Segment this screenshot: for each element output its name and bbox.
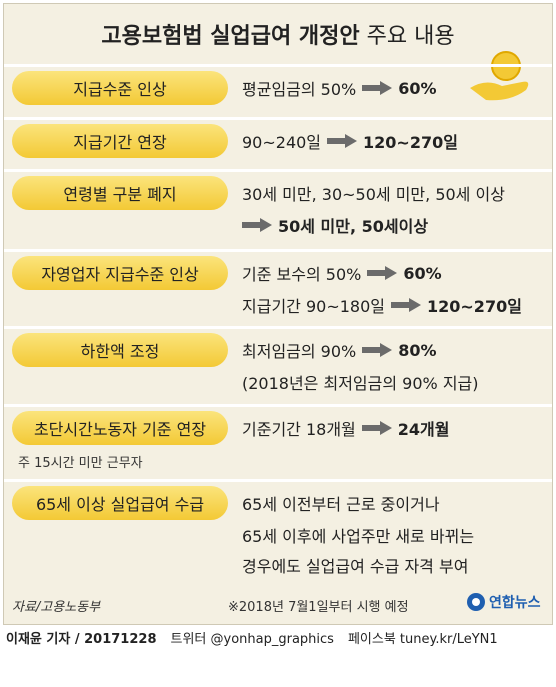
line-after: 60% <box>403 263 442 283</box>
line-text: 65세 이후에 사업주만 새로 바뀌는 <box>242 527 475 546</box>
arrow <box>367 266 398 280</box>
row-line: 기준기간 18개월 24개월 <box>242 416 449 440</box>
row-band <box>4 117 552 172</box>
line-after: 50세 미만, 50세이상 <box>278 217 429 236</box>
line-text: 65세 이전부터 근로 중이거나 <box>242 495 440 514</box>
row-note: 주 15시간 미만 근무자 <box>18 456 143 471</box>
row-label: 연령별 구분 폐지 <box>12 176 228 210</box>
footer: 이재윤 기자 / 20171228 트위터 @yonhap_graphics 페… <box>6 628 498 647</box>
row-band <box>4 326 552 407</box>
row-band <box>4 249 552 329</box>
arrow <box>391 298 421 312</box>
arrow <box>242 218 272 232</box>
row-band <box>4 64 552 120</box>
row-line: (2018년은 최저임금의 90% 지급) <box>242 370 479 394</box>
row-label: 자영업자 지급수준 인상 <box>12 256 228 290</box>
line-text: 경우에도 실업급여 수급 자격 부여 <box>242 557 469 576</box>
line-after: 120~270일 <box>363 133 458 152</box>
facebook: 페이스북 tuney.kr/LeYN1 <box>347 632 498 647</box>
arrow <box>327 134 358 148</box>
row-line: 최저임금의 90% 80% <box>242 338 437 362</box>
byline: 이재윤 기자 / 20171228 <box>6 632 157 647</box>
line-before: 평균임금의 50% <box>242 80 357 99</box>
arrow <box>362 343 393 357</box>
row-line: 90~240일 120~270일 <box>242 129 458 153</box>
row-line: 경우에도 실업급여 수급 자격 부여 <box>242 553 468 577</box>
panel: 고용보험법 실업급여 개정안 주요 내용 지급수준 인상 평균임금의 50% 60%… <box>3 3 553 625</box>
twitter: 트위터 @yonhap_graphics <box>170 632 334 647</box>
title: 고용보험법 실업급여 개정안 주요 내용 <box>4 18 552 50</box>
logo: 연합뉴스 <box>466 592 541 612</box>
row-band <box>4 479 552 585</box>
row-label: 초단시간노동자 기준 연장 <box>12 411 228 445</box>
row-line: 65세 이전부터 근로 중이거나 <box>242 491 440 515</box>
line-before: 기준기간 18개월 <box>242 420 356 439</box>
title-rest: 주요 내용 <box>359 24 455 49</box>
line-before: 지급기간 90~180일 <box>242 297 385 316</box>
row-line: 50세 미만, 50세이상 <box>242 213 428 237</box>
line-text: (2018년은 최저임금의 90% 지급) <box>242 374 479 393</box>
logo-mark <box>467 593 485 611</box>
row-line: 지급기간 90~180일 120~270일 <box>242 293 522 317</box>
row-label: 지급수준 인상 <box>12 71 228 105</box>
row-label: 지급기간 연장 <box>12 124 228 158</box>
row-band <box>4 404 552 482</box>
line-after: 120~270일 <box>427 297 522 316</box>
source: 자료/고용노동부 <box>12 600 101 615</box>
line-text: 30세 미만, 30~50세 미만, 50세 이상 <box>242 185 505 204</box>
arrow <box>362 81 393 95</box>
row-line: 65세 이후에 사업주만 새로 바뀌는 <box>242 523 474 547</box>
row-line: 30세 미만, 30~50세 미만, 50세 이상 <box>242 181 505 205</box>
row-band <box>4 169 552 252</box>
arrow <box>361 421 392 435</box>
line-after: 80% <box>398 340 437 360</box>
row-line: 기준 보수의 50% 60% <box>242 261 442 285</box>
line-before: 90~240일 <box>242 133 322 152</box>
row-label: 65세 이상 실업급여 수급 <box>12 486 228 520</box>
line-before: 기준 보수의 50% <box>242 265 362 284</box>
line-after: 60% <box>398 78 437 98</box>
title-bold: 고용보험법 실업급여 개정안 <box>101 24 360 49</box>
row-line: 평균임금의 50% 60% <box>242 76 437 100</box>
effective-note: ※2018년 7월1일부터 시행 예정 <box>228 600 409 615</box>
logo-text: 연합뉴스 <box>489 595 541 611</box>
row-label: 하한액 조정 <box>12 333 228 367</box>
line-after: 24개월 <box>397 420 450 439</box>
line-before: 최저임금의 90% <box>242 342 357 361</box>
